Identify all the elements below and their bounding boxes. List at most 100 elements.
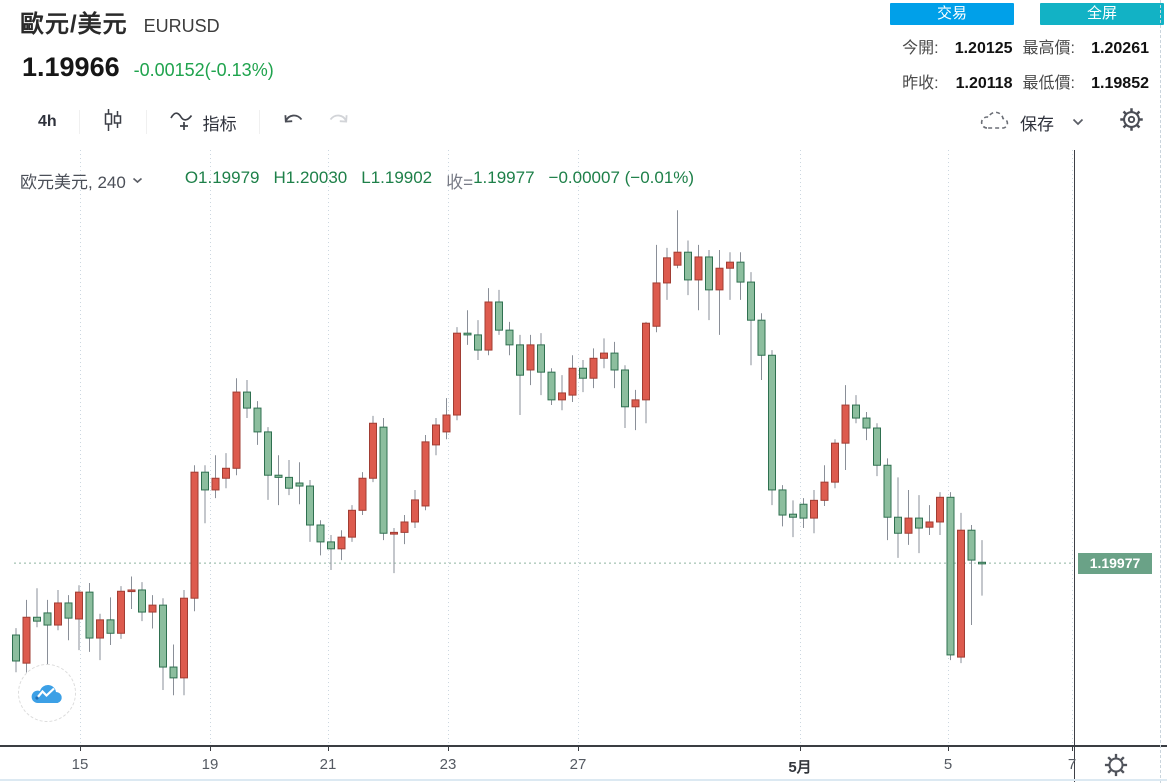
candle-body [526,344,535,371]
candle-body [400,521,409,533]
candle-body [22,616,31,664]
candle-body [642,322,650,401]
candle-body [264,431,272,476]
chart-style-button[interactable] [92,104,134,141]
candle-body [180,597,188,679]
candle-body [621,369,629,408]
price-change: -0.00152(-0.13%) [133,60,274,80]
candle-body [694,256,703,281]
candle-body [474,334,482,351]
time-axis[interactable]: 15 19 21 23 27 5月 5 7 [0,745,1167,782]
stat-open-label: 今開: [902,40,939,57]
axis-label: 19 [201,756,219,773]
price-row: 1.19966 -0.00152(-0.13%) [22,52,274,83]
candle-body [631,399,640,408]
redo-button[interactable] [316,107,360,138]
candle-body [705,256,713,291]
candle-body [495,301,503,331]
candlestick-chart[interactable] [0,150,1167,745]
candle-body [379,426,388,534]
indicators-button[interactable]: 指标 [159,104,247,141]
candle-body [883,464,892,518]
price-axis-border[interactable] [1074,150,1075,782]
candle-body [201,471,209,491]
candle-body [138,589,146,613]
candle-body [369,422,377,479]
axis-label: 27 [569,756,587,773]
axis-label: 5月 [788,759,812,776]
axis-tick [80,747,81,751]
candle-body [12,634,20,662]
candle-body [610,352,619,371]
candle-body [726,261,734,269]
candle-body [106,619,115,634]
indicator-wave-plus-icon [169,108,197,137]
interval-button[interactable]: 4h [38,113,57,130]
candle-body [169,666,178,679]
candle-body [904,517,913,534]
candle-body [862,417,871,429]
save-menu-chevron-icon[interactable] [1072,113,1084,131]
toolbar-divider [78,110,80,134]
candle-body [33,616,41,622]
header-buttons: 交易 全屏 [890,3,1164,25]
candle-body [537,344,545,373]
candle-body [505,329,514,346]
series-selector[interactable]: 欧元美元, 240 [20,168,143,193]
candle-body [306,485,314,526]
axis-settings-gear-icon[interactable] [1102,751,1132,779]
save-label: 保存 [1020,114,1054,134]
candle-body [127,589,136,593]
settings-gear-icon[interactable] [1118,106,1145,138]
stat-open-value: 1.20125 [954,40,1013,57]
candle-body [894,516,902,534]
ohlc-change: −0.00007 (−0.01%) [548,168,695,187]
candle-body [442,414,451,433]
candle-body [390,531,398,535]
stat-prevclose-value: 1.20118 [955,75,1013,92]
cloud-chart-logo-icon [31,685,62,704]
candle-body [600,352,608,359]
candle-body [348,509,356,538]
stat-high-value: 1.20261 [1091,40,1149,57]
toolbar-divider [258,110,260,134]
candle-body [579,367,587,379]
undo-icon [282,111,306,134]
chevron-down-icon [132,177,142,184]
candle-body [946,496,955,656]
instrument-title-row: 歐元/美元 EURUSD [20,4,220,39]
candle-body [117,590,125,634]
candle-body [684,251,692,281]
chart-toolbar: 4h [0,98,1167,146]
candle-body [967,529,976,561]
candle-body [915,517,923,529]
candle-body [957,529,965,658]
candle-body [925,521,934,528]
candle-body [820,481,829,501]
stat-high-label: 最高價: [1022,40,1075,57]
save-button[interactable]: 保存 [978,107,1054,138]
window-edge-divider [1160,0,1161,783]
candle-body [936,496,944,523]
toolbar-right: 保存 [978,106,1167,138]
candle-body [516,344,524,376]
candle-body [453,332,461,416]
candle-body [295,482,304,487]
trade-button[interactable]: 交易 [890,3,1014,25]
axis-tick [948,747,949,751]
fullscreen-button[interactable]: 全屏 [1040,3,1164,25]
candle-body [411,499,419,523]
candle-body [568,367,577,396]
candle-body [64,602,73,619]
candle-body [736,261,745,283]
candle-body [190,471,199,599]
axis-tick [1072,747,1073,751]
chart-area: 欧元美元, 240 O1.19979 H1.20030 L1.19902 收= … [0,150,1167,783]
redo-icon [326,111,350,134]
candle-body [222,467,230,479]
indicators-label: 指标 [202,114,237,134]
undo-button[interactable] [272,107,316,138]
candle-body [673,251,682,266]
daily-stats: 今開: 1.20125 最高價: 1.20261 昨收: 1.20118 最低價… [902,34,1149,93]
